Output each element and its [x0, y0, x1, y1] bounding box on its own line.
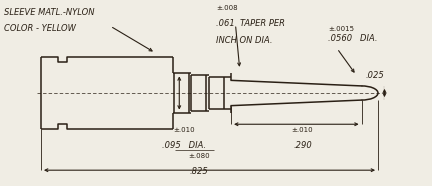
Text: .0560   DIA.: .0560 DIA.: [328, 34, 378, 43]
Text: ±.010: ±.010: [173, 127, 194, 133]
Text: ±.008: ±.008: [216, 5, 238, 11]
Text: ±.010: ±.010: [292, 127, 313, 133]
Text: .825: .825: [189, 167, 208, 176]
Text: .095   DIA.: .095 DIA.: [162, 141, 206, 150]
Text: INCH ON DIA.: INCH ON DIA.: [216, 36, 273, 45]
Text: ±.080: ±.080: [188, 153, 210, 159]
Text: SLEEVE MATL.-NYLON: SLEEVE MATL.-NYLON: [4, 8, 95, 17]
Text: ±.0015: ±.0015: [328, 26, 354, 32]
Text: .025: .025: [365, 71, 384, 80]
Text: .290: .290: [293, 141, 312, 150]
Text: .061  TAPER PER: .061 TAPER PER: [216, 19, 285, 28]
Text: COLOR - YELLOW: COLOR - YELLOW: [4, 25, 76, 33]
